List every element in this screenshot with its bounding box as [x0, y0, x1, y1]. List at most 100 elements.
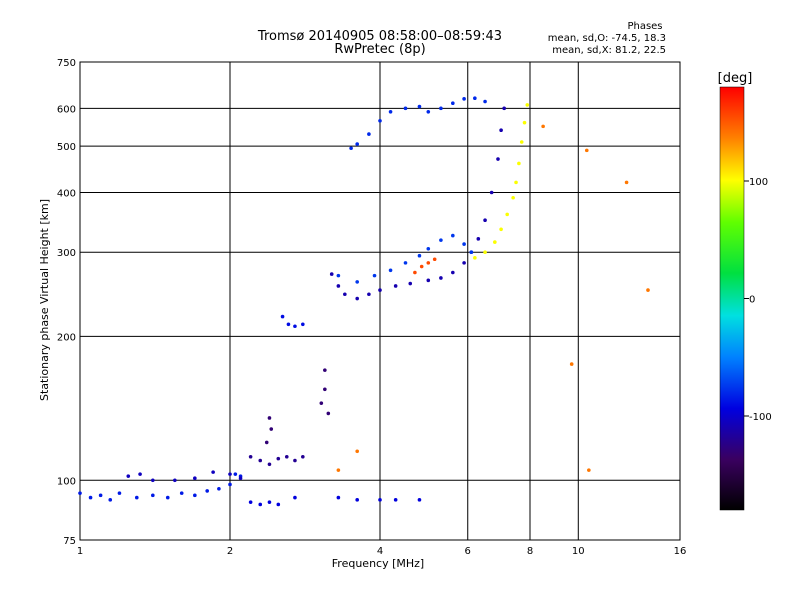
data-point: [417, 104, 422, 109]
data-point: [419, 264, 424, 269]
data-point: [301, 322, 305, 327]
x-tick-label: 8: [527, 546, 533, 557]
data-point: [336, 495, 341, 500]
data-point: [451, 270, 455, 275]
data-point: [624, 180, 629, 185]
data-point: [205, 489, 209, 493]
data-point: [336, 273, 341, 278]
data-point: [88, 495, 93, 500]
x-tick-label: 6: [465, 546, 471, 557]
data-point: [505, 212, 509, 217]
y-tick-label: 600: [57, 104, 76, 115]
data-point: [388, 268, 393, 273]
data-point: [541, 124, 545, 129]
data-point: [426, 246, 431, 251]
stats-line-o: mean, sd,O: -74.5, 18.3: [548, 33, 666, 44]
data-point: [432, 257, 437, 262]
data-point: [439, 238, 443, 242]
y-tick-label: 500: [57, 142, 76, 153]
data-point: [493, 240, 497, 244]
data-point: [514, 180, 518, 185]
data-point: [426, 261, 431, 265]
data-point: [417, 253, 422, 258]
data-point: [489, 190, 494, 195]
data-point: [367, 292, 371, 297]
x-tick-label: 4: [377, 546, 383, 557]
y-tick-label: 750: [57, 58, 76, 69]
data-point: [417, 498, 422, 502]
data-point: [293, 495, 297, 500]
data-point: [151, 493, 155, 498]
data-point: [267, 500, 272, 504]
data-point: [462, 261, 466, 265]
x-axis-label: Frequency [MHz]: [332, 557, 424, 570]
data-point: [179, 491, 184, 495]
data-point: [165, 495, 170, 500]
data-point: [258, 458, 263, 463]
colorbar-tick-label: 0: [749, 295, 755, 306]
x-tick-label: 1: [77, 546, 83, 557]
data-point: [329, 272, 334, 276]
data-point: [319, 401, 324, 405]
y-tick-label: 200: [57, 332, 76, 343]
y-tick-label: 75: [63, 536, 76, 547]
data-point: [483, 218, 487, 223]
data-points: [78, 96, 650, 507]
y-axis-label: Stationary phase Virtual Height [km]: [38, 199, 51, 401]
data-point: [138, 472, 142, 476]
data-point: [473, 96, 477, 100]
data-point: [286, 322, 291, 327]
data-point: [355, 280, 359, 284]
data-point: [248, 500, 253, 504]
data-point: [217, 486, 221, 491]
data-point: [519, 140, 524, 144]
colorbar-label: [deg]: [718, 71, 753, 86]
data-point: [349, 146, 353, 151]
data-point: [439, 276, 443, 280]
data-point: [403, 261, 408, 265]
data-point: [378, 288, 382, 292]
data-point: [193, 476, 197, 481]
stats-heading: Phases: [627, 21, 662, 32]
data-point: [462, 97, 466, 101]
data-point: [293, 324, 297, 329]
stats-line-x: mean, sd,X: 81.2, 22.5: [552, 45, 666, 56]
data-point: [248, 454, 253, 459]
y-tick-label: 300: [57, 248, 76, 259]
data-point: [233, 472, 238, 476]
data-point: [126, 474, 131, 478]
y-tick-label: 400: [57, 188, 76, 199]
data-point: [403, 106, 408, 111]
data-point: [483, 99, 487, 104]
data-point: [378, 119, 382, 123]
data-point: [78, 491, 82, 495]
data-point: [451, 101, 455, 105]
data-point: [439, 106, 443, 111]
data-point: [276, 456, 281, 461]
data-point: [517, 161, 521, 166]
data-point: [323, 368, 327, 372]
data-point: [499, 128, 503, 132]
y-ticks: 75 100 200 300 400 500 600 750: [57, 58, 76, 547]
data-point: [264, 440, 269, 445]
x-tick-label: 10: [572, 546, 585, 557]
chart-subtitle: RwPretec (8p): [334, 42, 425, 57]
grid: [80, 62, 680, 540]
data-point: [193, 493, 197, 498]
data-point: [134, 495, 139, 500]
data-point: [646, 288, 650, 292]
data-point: [393, 498, 398, 502]
colorbar-tick-label: -100: [749, 412, 772, 423]
data-point: [496, 157, 500, 161]
data-point: [426, 278, 431, 283]
data-point: [378, 498, 382, 502]
data-point: [569, 362, 574, 366]
data-point: [367, 132, 371, 136]
y-tick-label: 100: [57, 476, 76, 487]
x-ticks: 1 2 4 6 8 10 16: [77, 546, 687, 557]
x-tick-label: 16: [674, 546, 687, 557]
data-point: [451, 233, 455, 238]
data-point: [587, 468, 591, 472]
data-point: [522, 120, 527, 125]
